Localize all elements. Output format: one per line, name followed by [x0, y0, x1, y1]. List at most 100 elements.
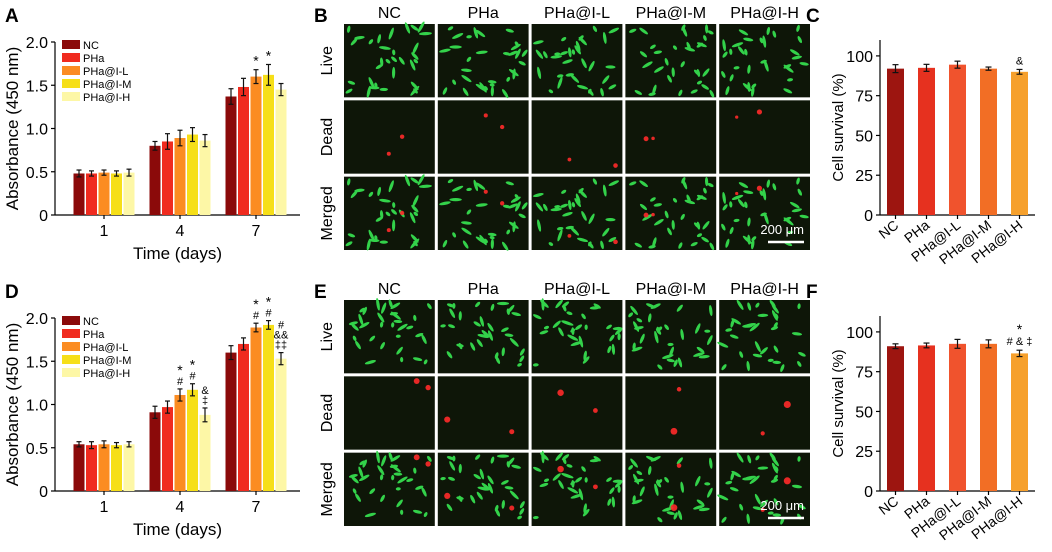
live-cell [376, 298, 380, 311]
legend-label: PHa [83, 329, 105, 341]
live-cell [395, 487, 401, 491]
live-cell [400, 357, 404, 363]
live-cell [588, 241, 592, 247]
micrograph-tile [719, 100, 810, 174]
significance-marker: * [266, 294, 272, 310]
live-cell [684, 47, 696, 52]
live-cell [608, 237, 617, 243]
live-cell [487, 232, 497, 237]
live-cell [389, 312, 399, 316]
dead-cell [760, 431, 765, 436]
y-tick-label: 0.5 [26, 165, 48, 182]
live-cell [631, 499, 643, 505]
legend-label: PHa@I-H [83, 92, 130, 104]
live-cell [578, 36, 587, 46]
live-cell [729, 201, 733, 208]
live-cell [388, 299, 393, 309]
live-cell [722, 191, 726, 204]
live-cell [760, 499, 768, 508]
bar [187, 134, 198, 215]
live-cell [750, 239, 755, 250]
live-cell [447, 178, 454, 184]
live-cell [664, 58, 669, 66]
live-cell [511, 464, 521, 469]
live-cell [755, 302, 760, 308]
live-cell [671, 220, 675, 230]
live-cell [391, 474, 395, 481]
live-cell [391, 56, 397, 63]
live-cell [749, 322, 760, 332]
live-cell [461, 227, 472, 235]
live-cell [630, 458, 638, 468]
bar [263, 324, 274, 491]
dead-cell [783, 477, 791, 485]
live-cell [409, 212, 416, 224]
live-cell [738, 182, 749, 189]
live-cell [677, 357, 683, 368]
live-cell [729, 226, 734, 235]
live-cell [518, 213, 526, 219]
live-cell [791, 55, 803, 60]
live-cell [617, 333, 621, 341]
live-cell [787, 78, 794, 82]
live-cell [554, 205, 561, 209]
live-cell [703, 187, 707, 194]
live-cell [696, 195, 704, 201]
live-cell [739, 351, 744, 358]
live-cell [650, 44, 656, 50]
live-cell [550, 207, 562, 212]
live-cell [458, 495, 463, 502]
dead-cell [425, 461, 431, 467]
live-cell [473, 27, 479, 39]
panel-label-d: D [5, 282, 19, 303]
bar [918, 67, 935, 215]
live-cell [376, 450, 380, 464]
live-cell [566, 311, 573, 316]
live-cell [487, 482, 494, 494]
live-cell [799, 214, 809, 219]
dead-cell [643, 136, 649, 142]
bar [949, 64, 966, 215]
live-cell [379, 321, 384, 328]
x-tick-label: 4 [176, 499, 185, 516]
significance-marker: # [265, 308, 272, 320]
live-cell [731, 42, 744, 48]
live-cell [479, 316, 485, 327]
live-cell [481, 330, 490, 338]
live-cell [347, 178, 351, 186]
live-cell [543, 478, 550, 483]
live-cell [511, 312, 521, 317]
live-cell [588, 88, 592, 94]
live-cell [379, 474, 384, 481]
live-cell [352, 335, 357, 342]
live-cell [630, 305, 638, 315]
dead-cell [509, 429, 515, 435]
live-cell [380, 494, 385, 503]
column-header: PHa [468, 5, 499, 22]
live-cell [605, 65, 616, 69]
live-cell [676, 457, 683, 465]
live-cell [773, 322, 778, 329]
y-tick-label: 2.0 [26, 311, 48, 328]
live-cell [654, 483, 659, 496]
live-cell [725, 328, 733, 332]
live-cell [452, 185, 464, 192]
live-cell [707, 183, 714, 188]
x-tick-label: 7 [252, 499, 261, 516]
live-cell [555, 452, 563, 461]
dead-cell [735, 191, 739, 196]
live-cell [458, 311, 462, 321]
live-cell [722, 204, 728, 211]
live-cell [427, 303, 432, 310]
live-cell [657, 517, 663, 523]
live-cell [771, 462, 778, 474]
scale-bar-label: 200 μm [760, 222, 804, 237]
live-cell [611, 343, 616, 355]
live-cell [452, 79, 457, 85]
live-cell [355, 493, 361, 502]
micrograph-tile [531, 300, 623, 374]
bar [949, 343, 966, 491]
live-cell [796, 24, 800, 32]
live-cell [783, 217, 794, 226]
live-cell [375, 216, 383, 222]
